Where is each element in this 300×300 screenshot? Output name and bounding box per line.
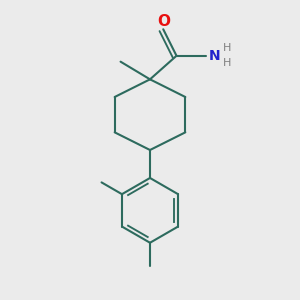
Text: N: N bbox=[208, 49, 220, 63]
Text: H: H bbox=[223, 58, 231, 68]
Text: O: O bbox=[157, 14, 170, 28]
Text: H: H bbox=[223, 44, 231, 53]
